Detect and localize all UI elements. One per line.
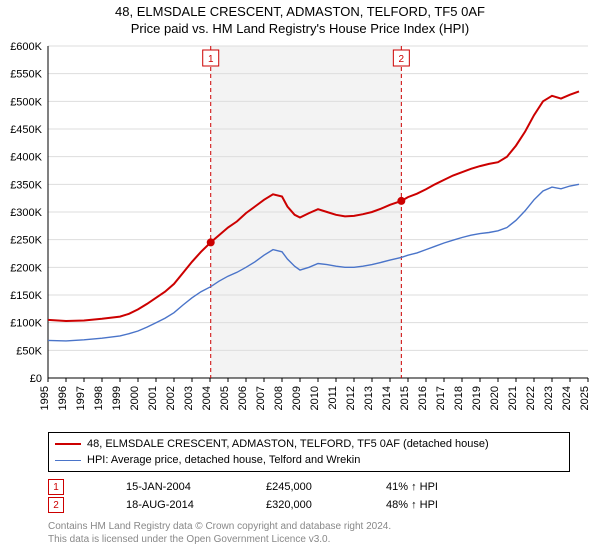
svg-text:2013: 2013 xyxy=(363,386,375,410)
event-price: £245,000 xyxy=(266,481,346,493)
event-hpi: 48% ↑ HPI xyxy=(386,499,476,511)
svg-text:2002: 2002 xyxy=(165,386,177,410)
event-hpi: 41% ↑ HPI xyxy=(386,481,476,493)
svg-text:2010: 2010 xyxy=(309,386,321,410)
svg-text:£500K: £500K xyxy=(10,96,42,108)
legend-swatch-red xyxy=(55,443,81,445)
legend: 48, ELMSDALE CRESCENT, ADMASTON, TELFORD… xyxy=(48,432,570,472)
legend-swatch-blue xyxy=(55,460,81,461)
svg-text:2004: 2004 xyxy=(201,386,213,410)
svg-text:£200K: £200K xyxy=(10,262,42,274)
svg-text:£50K: £50K xyxy=(16,345,42,357)
footnote-line2: This data is licensed under the Open Gov… xyxy=(48,533,570,546)
footnote: Contains HM Land Registry data © Crown c… xyxy=(48,520,570,546)
price-chart: £0 £50K £100K £150K £200K £250K £300K £350K £400… xyxy=(0,38,600,428)
svg-text:1996: 1996 xyxy=(57,386,69,410)
svg-text:2005: 2005 xyxy=(219,386,231,410)
svg-text:1: 1 xyxy=(208,54,214,65)
svg-text:£100K: £100K xyxy=(10,318,42,330)
svg-text:£600K: £600K xyxy=(10,41,42,53)
svg-text:2015: 2015 xyxy=(399,386,411,410)
svg-text:2014: 2014 xyxy=(381,386,393,410)
svg-text:1997: 1997 xyxy=(75,386,87,410)
legend-label-price-paid: 48, ELMSDALE CRESCENT, ADMASTON, TELFORD… xyxy=(87,438,489,450)
svg-text:2022: 2022 xyxy=(525,386,537,410)
svg-text:2020: 2020 xyxy=(489,386,501,410)
event-marker-icon: 2 xyxy=(48,497,64,513)
svg-text:1995: 1995 xyxy=(39,386,51,410)
event-date: 18-AUG-2014 xyxy=(126,499,226,511)
chart-title-address: 48, ELMSDALE CRESCENT, ADMASTON, TELFORD… xyxy=(0,4,600,19)
event-price: £320,000 xyxy=(266,499,346,511)
svg-text:2003: 2003 xyxy=(183,386,195,410)
svg-text:2009: 2009 xyxy=(291,386,303,410)
chart-container: £0 £50K £100K £150K £200K £250K £300K £350K £400… xyxy=(0,38,600,428)
svg-text:£400K: £400K xyxy=(10,152,42,164)
svg-text:2007: 2007 xyxy=(255,386,267,410)
svg-text:2000: 2000 xyxy=(129,386,141,410)
svg-text:2024: 2024 xyxy=(561,386,573,410)
event-row: 2 18-AUG-2014 £320,000 48% ↑ HPI xyxy=(48,496,570,514)
chart-title-block: 48, ELMSDALE CRESCENT, ADMASTON, TELFORD… xyxy=(0,0,600,38)
legend-label-hpi: HPI: Average price, detached house, Telf… xyxy=(87,454,360,466)
events-table: 1 15-JAN-2004 £245,000 41% ↑ HPI 2 18-AU… xyxy=(48,478,570,514)
svg-text:1998: 1998 xyxy=(93,386,105,410)
event-marker-icon: 1 xyxy=(48,479,64,495)
svg-text:2011: 2011 xyxy=(327,386,339,410)
svg-text:2025: 2025 xyxy=(579,386,591,410)
chart-title-subtitle: Price paid vs. HM Land Registry's House … xyxy=(0,21,600,36)
svg-text:2018: 2018 xyxy=(453,386,465,410)
footnote-line1: Contains HM Land Registry data © Crown c… xyxy=(48,520,570,533)
event-date: 15-JAN-2004 xyxy=(126,481,226,493)
svg-text:£350K: £350K xyxy=(10,179,42,191)
svg-text:2012: 2012 xyxy=(345,386,357,410)
legend-row-price-paid: 48, ELMSDALE CRESCENT, ADMASTON, TELFORD… xyxy=(55,436,563,452)
svg-text:£550K: £550K xyxy=(10,69,42,81)
legend-row-hpi: HPI: Average price, detached house, Telf… xyxy=(55,452,563,468)
svg-text:£450K: £450K xyxy=(10,124,42,136)
svg-text:2021: 2021 xyxy=(507,386,519,410)
svg-text:2016: 2016 xyxy=(417,386,429,410)
event-row: 1 15-JAN-2004 £245,000 41% ↑ HPI xyxy=(48,478,570,496)
svg-text:£300K: £300K xyxy=(10,207,42,219)
svg-text:2008: 2008 xyxy=(273,386,285,410)
svg-text:2019: 2019 xyxy=(471,386,483,410)
svg-text:£150K: £150K xyxy=(10,290,42,302)
svg-text:2006: 2006 xyxy=(237,386,249,410)
svg-text:2023: 2023 xyxy=(543,386,555,410)
svg-text:£250K: £250K xyxy=(10,235,42,247)
svg-text:2: 2 xyxy=(399,54,405,65)
svg-text:£0: £0 xyxy=(30,373,42,385)
svg-text:1999: 1999 xyxy=(111,386,123,410)
svg-text:2001: 2001 xyxy=(147,386,159,410)
svg-text:2017: 2017 xyxy=(435,386,447,410)
